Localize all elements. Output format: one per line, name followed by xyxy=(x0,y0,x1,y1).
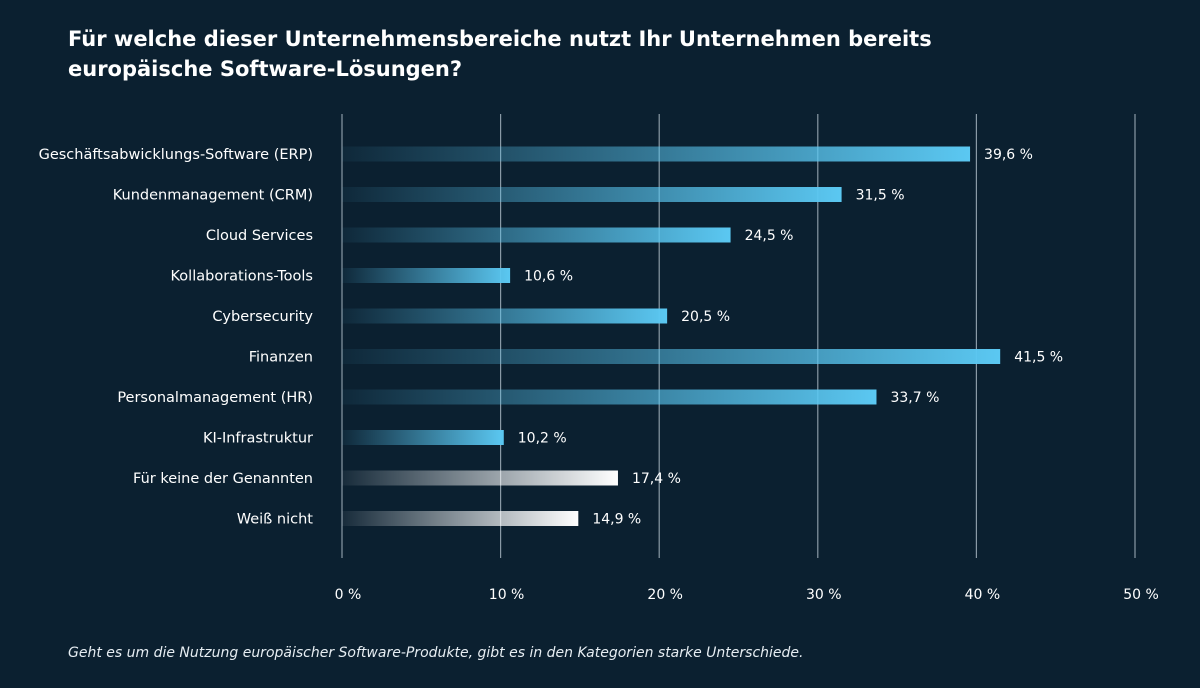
category-label: Personalmanagement (HR) xyxy=(117,390,313,406)
bar xyxy=(342,389,877,405)
category-label: Finanzen xyxy=(249,350,313,366)
category-label: Kollaborations-Tools xyxy=(171,269,313,285)
bar xyxy=(342,349,1001,364)
category-label: Geschäftsabwicklungs-Software (ERP) xyxy=(39,147,313,163)
value-label: 33,7 % xyxy=(890,390,939,406)
chart-title-line-1: Für welche dieser Unternehmensbereiche n… xyxy=(68,27,932,51)
category-label: Kundenmanagement (CRM) xyxy=(113,188,313,204)
x-tick-label: 0 % xyxy=(335,587,362,603)
category-label: Für keine der Genannten xyxy=(133,471,313,487)
category-labels: Geschäftsabwicklungs-Software (ERP) Kunde… xyxy=(39,147,314,528)
category-label: Cloud Services xyxy=(206,228,313,244)
value-label: 41,5 % xyxy=(1014,350,1063,366)
bar xyxy=(342,511,579,526)
x-tick-label: 20 % xyxy=(647,587,683,603)
chart-title-line-2: europäische Software-Lösungen? xyxy=(68,57,463,81)
value-labels: 39,6 % 31,5 % 24,5 % 10,6 % 20,5 % 41,5 % 33,7… xyxy=(518,147,1063,528)
bar xyxy=(342,187,842,202)
gridlines xyxy=(341,114,1136,558)
value-label: 31,5 % xyxy=(856,188,905,204)
value-label: 10,2 % xyxy=(518,431,567,447)
value-label: 10,6 % xyxy=(524,269,573,285)
category-label: Weiß nicht xyxy=(237,512,314,528)
value-label: 17,4 % xyxy=(632,471,681,487)
x-tick-label: 30 % xyxy=(806,587,842,603)
x-axis-ticks: 0 % 10 % 20 % 30 % 40 % 50 % xyxy=(335,587,1159,603)
bar xyxy=(342,227,731,243)
category-label: Cybersecurity xyxy=(212,309,313,325)
chart-caption: Geht es um die Nutzung europäischer Soft… xyxy=(68,645,804,661)
x-tick-label: 10 % xyxy=(489,587,525,603)
value-label: 39,6 % xyxy=(984,147,1033,163)
bar xyxy=(342,146,971,162)
bar xyxy=(342,308,668,324)
value-label: 24,5 % xyxy=(745,228,794,244)
category-label: KI-Infrastruktur xyxy=(203,431,313,447)
x-tick-label: 50 % xyxy=(1123,587,1159,603)
bar xyxy=(342,430,504,445)
value-label: 20,5 % xyxy=(681,309,730,325)
bar xyxy=(342,470,618,486)
x-tick-label: 40 % xyxy=(965,587,1001,603)
value-label: 14,9 % xyxy=(592,512,641,528)
bar xyxy=(342,268,511,283)
bars xyxy=(342,146,1001,526)
chart-title: Für welche dieser Unternehmensbereiche n… xyxy=(68,24,1068,84)
